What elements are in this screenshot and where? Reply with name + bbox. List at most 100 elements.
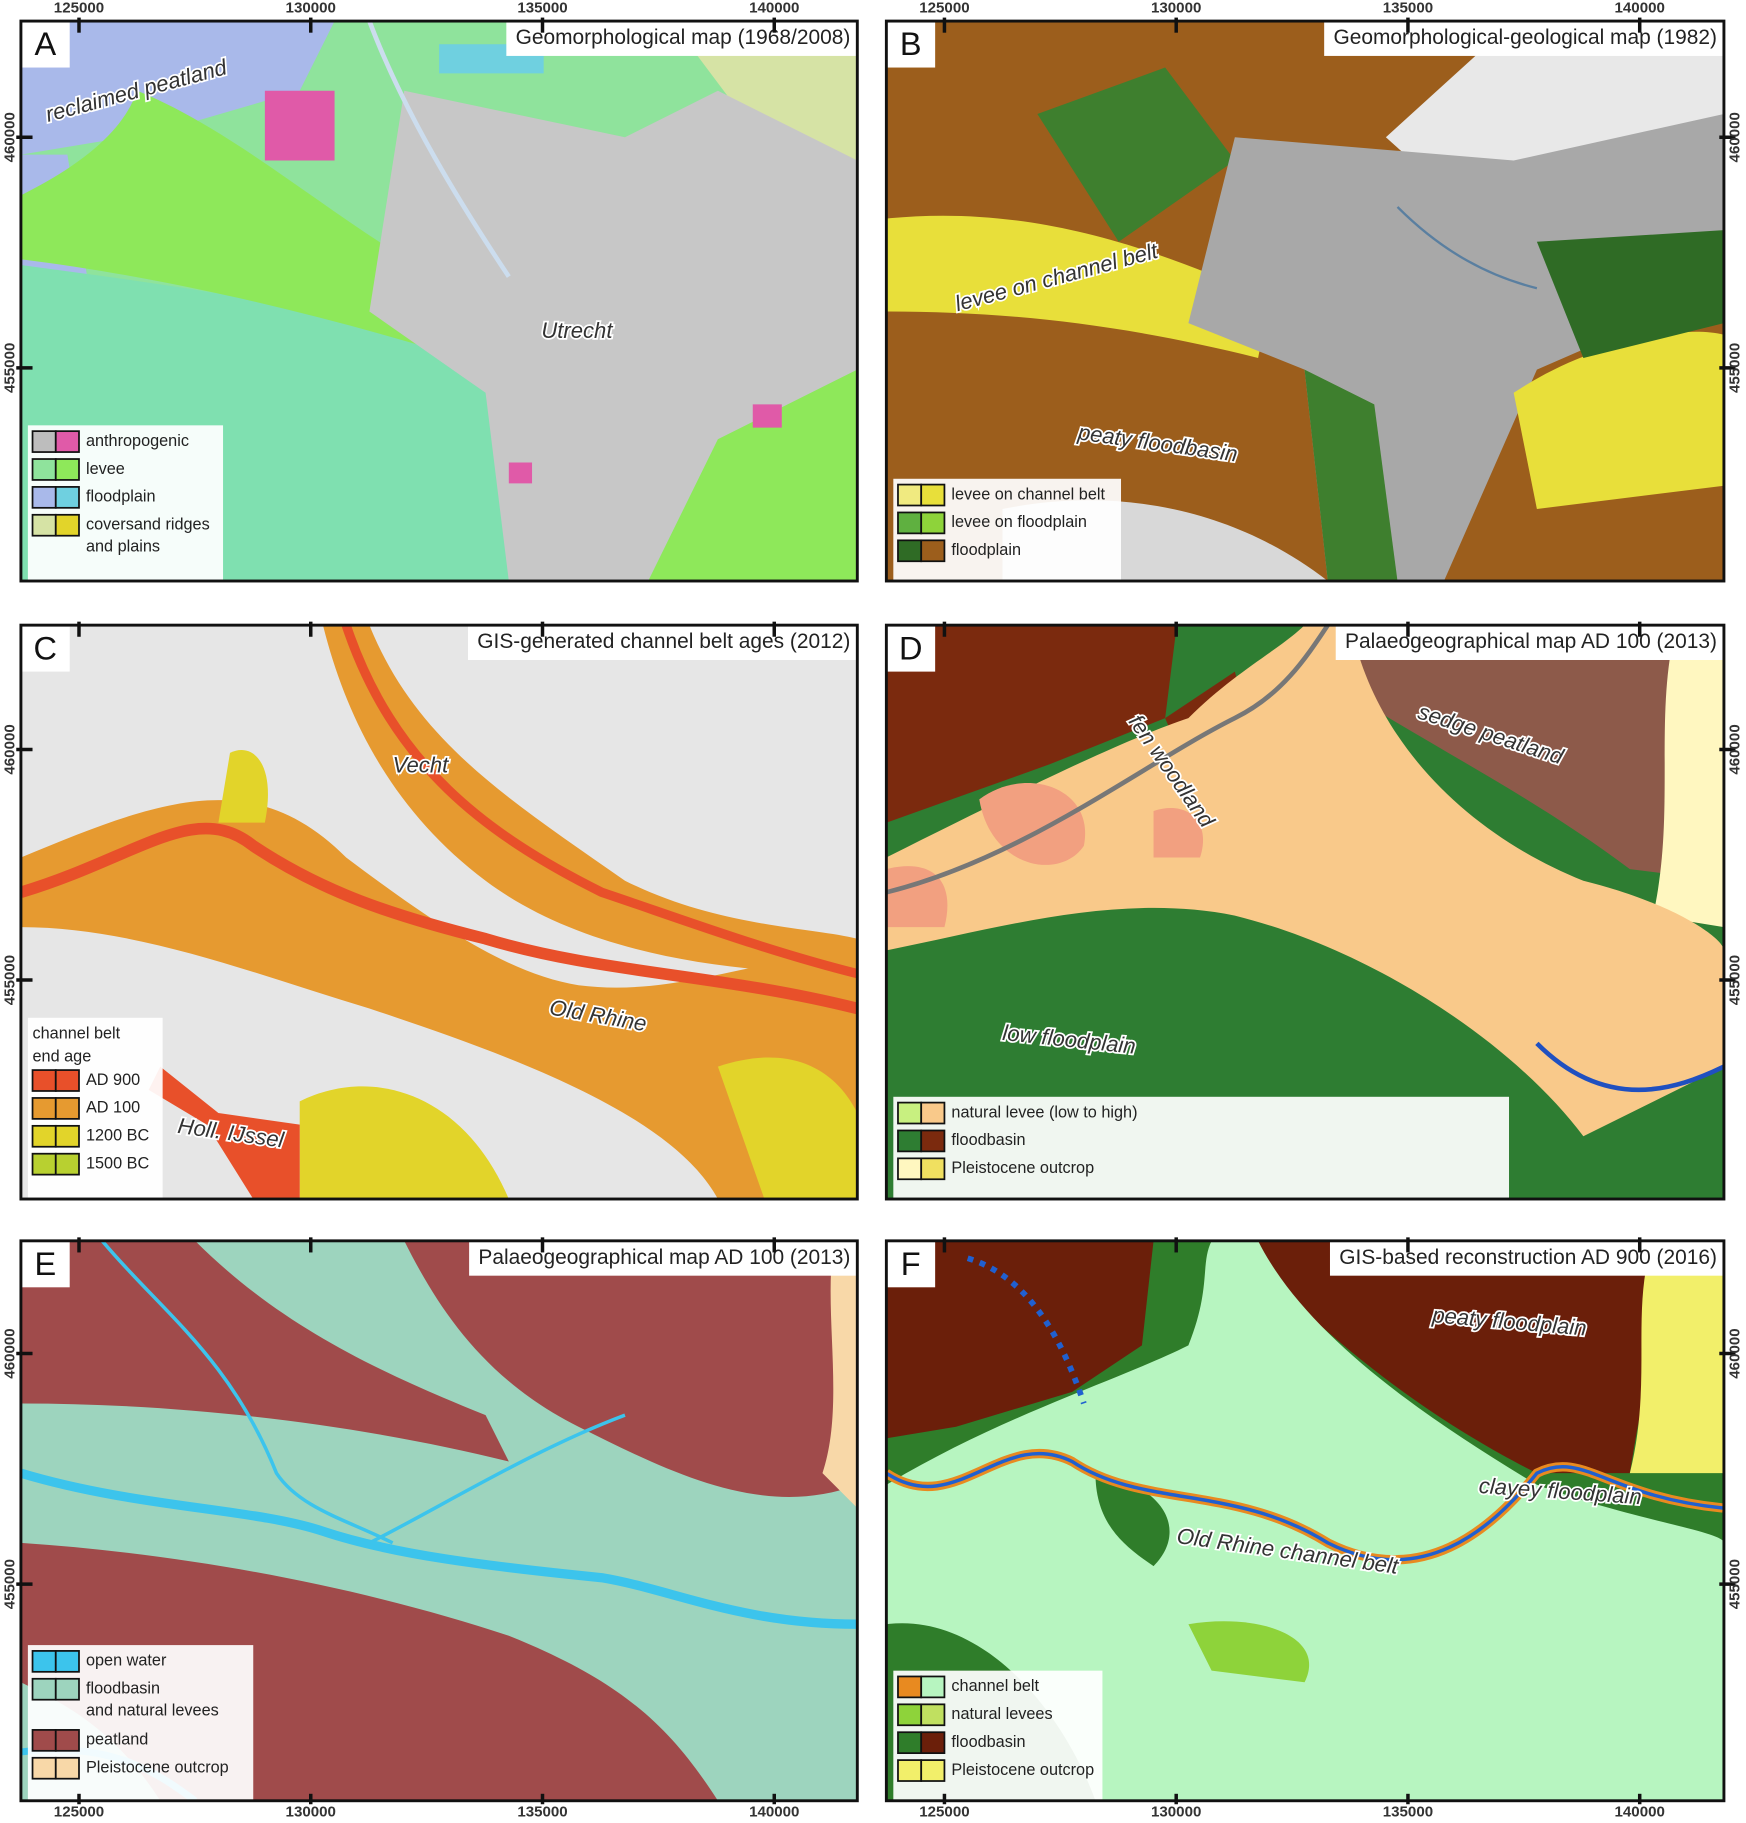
map-line <box>886 625 1330 895</box>
x-tick-label: 125000 <box>919 0 969 16</box>
x-tick-label: 130000 <box>286 1803 336 1820</box>
map-area <box>886 215 1270 358</box>
legend-swatch <box>920 511 946 535</box>
map-area <box>671 21 858 173</box>
legend-label: Pleistocene outcrop <box>951 1761 1094 1779</box>
map-line <box>20 1468 858 1629</box>
map-area <box>20 90 486 358</box>
legend-swatch <box>31 458 57 481</box>
legend-swatch <box>31 1756 57 1780</box>
map-area <box>508 462 533 484</box>
legend-swatch <box>31 1152 57 1176</box>
map-area <box>717 1057 858 1200</box>
legend-swatch <box>31 513 57 537</box>
legend-label: 1200 BC <box>86 1127 150 1145</box>
panel-letter: A <box>34 26 56 62</box>
map-label: Vecht <box>393 753 449 778</box>
panel-border <box>19 623 859 1201</box>
map-line <box>368 1413 626 1545</box>
panel-border <box>884 1239 1726 1803</box>
map-area <box>1351 625 1724 881</box>
legend-swatch <box>897 1759 923 1782</box>
panel-border <box>19 1239 859 1803</box>
legend-label: natural levees <box>951 1705 1052 1723</box>
map-area <box>886 866 948 928</box>
legend-label: coversand ridges <box>86 516 210 534</box>
legend-swatch <box>31 486 57 509</box>
y-tick-label: 455000 <box>1 955 18 1005</box>
legend-label: 1500 BC <box>86 1154 150 1172</box>
map-area <box>1513 331 1724 509</box>
y-tick-label: 460000 <box>1727 724 1744 774</box>
panel-border <box>884 19 1726 583</box>
y-tick-label: 460000 <box>1727 1328 1744 1378</box>
legend-swatch <box>54 486 80 509</box>
legend-swatch <box>920 1731 946 1755</box>
map-line <box>886 1451 1723 1562</box>
legend-swatch <box>897 1703 923 1727</box>
legend-swatch <box>897 1129 923 1153</box>
panel-border <box>19 19 859 583</box>
legend-swatch <box>897 511 923 535</box>
y-tick-label: 460000 <box>1 1328 18 1378</box>
legend-swatch <box>920 1759 946 1782</box>
title-box <box>506 21 858 56</box>
legend-swatch <box>920 483 946 507</box>
x-tick-label: 135000 <box>517 1803 567 1820</box>
legend-label: channel belt <box>951 1677 1039 1695</box>
panel-title: GIS-generated channel belt ages (2012) <box>477 630 850 653</box>
legend-swatch <box>54 1069 80 1092</box>
legend-label: levee on channel belt <box>951 485 1105 503</box>
x-tick-label: 140000 <box>749 0 799 16</box>
legend-swatch <box>54 1756 80 1780</box>
legend-swatch <box>54 458 80 481</box>
x-tick-label: 140000 <box>1615 1803 1665 1820</box>
legend-swatch <box>897 483 923 507</box>
map-area <box>20 800 858 1200</box>
legend-swatch <box>920 1129 946 1153</box>
legend-swatch <box>54 430 80 453</box>
panel-title: Palaeogeographical map AD 100 (2013) <box>478 1246 850 1269</box>
map-area <box>218 750 268 823</box>
legend-swatch <box>54 1729 80 1752</box>
map-area <box>1304 369 1398 582</box>
legend-swatch <box>31 430 57 453</box>
panel-letter: D <box>899 630 922 666</box>
map-area <box>1536 230 1724 358</box>
map-area <box>822 1240 858 1509</box>
map-area <box>264 90 335 161</box>
title-box <box>1329 1240 1724 1276</box>
panel-title: Geomorphological-geological map (1982) <box>1333 26 1717 49</box>
legend-swatch <box>920 1101 946 1125</box>
legend-swatch <box>31 1729 57 1752</box>
map-area <box>886 1240 1154 1439</box>
map-area <box>404 1240 858 1497</box>
map-area <box>1188 1621 1310 1683</box>
legend-label: levee on floodplain <box>951 513 1087 531</box>
y-tick-label: 455000 <box>1 343 18 393</box>
legend-label: Pleistocene outcrop <box>951 1159 1094 1177</box>
map-area <box>148 1066 300 1200</box>
panel-border <box>884 623 1726 1201</box>
legend-label: AD 100 <box>86 1099 140 1117</box>
map-line <box>1535 1041 1724 1093</box>
legend-label: floodplain <box>951 541 1021 559</box>
legend-label: Pleistocene outcrop <box>86 1759 229 1777</box>
map-line <box>367 21 511 278</box>
legend-label: AD 900 <box>86 1071 140 1089</box>
legend-swatch <box>31 1650 57 1673</box>
map-area <box>1037 67 1235 242</box>
map-area <box>369 90 858 582</box>
legend-swatch <box>54 1124 80 1148</box>
map-area <box>20 1240 509 1462</box>
title-box <box>469 1240 858 1276</box>
legend-swatch <box>920 1675 946 1699</box>
y-tick-label: 460000 <box>1 724 18 774</box>
